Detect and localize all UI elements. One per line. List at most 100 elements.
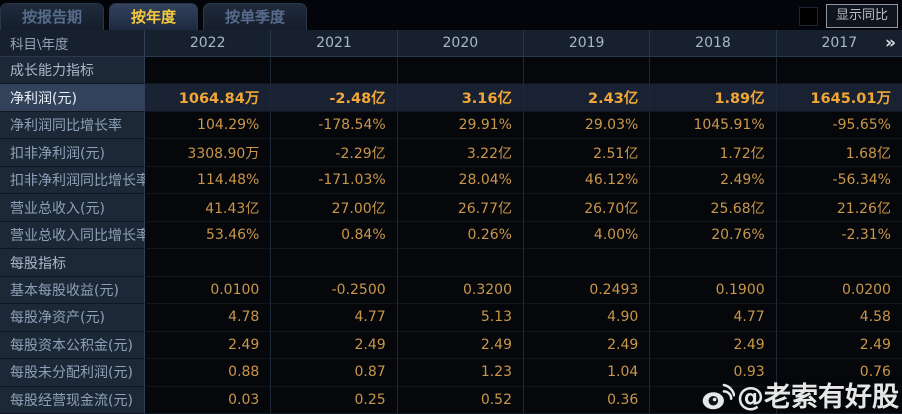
tab-by-single-quarter[interactable]: 按单季度: [203, 3, 308, 30]
cell-value: 0.0200: [776, 276, 902, 305]
table-row[interactable]: 净利润同比增长率 104.29% -178.54% 29.91% 29.03% 1045.…: [0, 111, 902, 140]
cell-value: 0.88: [145, 359, 272, 387]
cell-value: 29.03%: [523, 111, 651, 140]
section-header-row[interactable]: 每股指标: [0, 249, 902, 277]
table-row[interactable]: 基本每股收益(元) 0.0100 -0.2500 0.3200 0.2493 0.1900…: [0, 276, 902, 305]
cell-value: 2.49: [776, 331, 902, 360]
cell-value: [271, 57, 398, 85]
table-row[interactable]: 每股资本公积金(元) 2.49 2.49 2.49 2.49 2.49 2.49: [0, 331, 902, 360]
cell-value: [650, 57, 777, 85]
cell-value: 2.43亿: [523, 84, 651, 112]
table-row[interactable]: 净利润(元) 1064.84万 -2.48亿 3.16亿 2.43亿 1.89亿 1645.…: [0, 84, 902, 112]
cell-value: 0.93: [650, 359, 777, 387]
row-label: 每股经营现金流(元): [0, 386, 145, 414]
cell-value: [145, 57, 272, 85]
cell-value: -95.65%: [776, 111, 902, 140]
cell-value: [145, 249, 272, 277]
year-header-2020[interactable]: 2020: [398, 30, 524, 56]
year-header-2017[interactable]: 2017 »: [777, 30, 902, 56]
row-label: 成长能力指标: [0, 57, 145, 85]
cell-value: [776, 249, 902, 277]
cell-value: 1064.84万: [145, 84, 272, 112]
cell-value: 25.68亿: [650, 194, 777, 222]
table-body: 成长能力指标 净利润(元) 1064.84万 -2.48亿 3.16亿 2.43亿 1.89…: [0, 57, 902, 414]
period-tab-bar: 按报告期 按年度 按单季度 显示同比: [0, 0, 902, 30]
cell-value: 2.51亿: [523, 139, 651, 167]
table-row[interactable]: 扣非净利润(元) 3308.90万 -2.29亿 3.22亿 2.51亿 1.72亿 1.6…: [0, 139, 902, 167]
cell-value: [397, 57, 524, 85]
table-row[interactable]: 每股净资产(元) 4.78 4.77 5.13 4.90 4.77 4.58: [0, 304, 902, 332]
cell-value: -178.54%: [271, 111, 398, 140]
row-label: 每股未分配利润(元): [0, 359, 145, 387]
cell-value: 0.36: [523, 386, 651, 414]
cell-value: [776, 386, 902, 414]
table-row[interactable]: 营业总收入同比增长率 53.46% 0.84% 0.26% 4.00% 20.76% -2.…: [0, 221, 902, 250]
cell-value: 26.70亿: [523, 194, 651, 222]
cell-value: 5.13: [397, 304, 524, 332]
yoy-control: 显示同比: [798, 4, 898, 28]
yoy-label[interactable]: 显示同比: [825, 4, 898, 28]
row-label: 每股资本公积金(元): [0, 331, 145, 360]
cell-value: 2.49: [397, 331, 524, 360]
cell-value: 46.12%: [523, 166, 651, 195]
cell-value: 1.23: [397, 359, 524, 387]
year-header-2022[interactable]: 2022: [145, 30, 272, 56]
year-header-2021[interactable]: 2021: [271, 30, 398, 56]
table-header-row: 科目\年度 2022 2021 2020 2019 2018 2017 »: [0, 30, 902, 57]
cell-value: 0.26%: [397, 221, 524, 250]
cell-value: 2.49: [271, 331, 398, 360]
cell-value: 2.49: [523, 331, 651, 360]
section-header-row[interactable]: 成长能力指标: [0, 57, 902, 85]
cell-value: 29.91%: [397, 111, 524, 140]
cell-value: 0.52: [397, 386, 524, 414]
more-years-chevron-icon[interactable]: »: [884, 32, 896, 53]
cell-value: 1645.01万: [776, 84, 902, 112]
year-header-2019[interactable]: 2019: [524, 30, 651, 56]
row-label: 扣非净利润(元): [0, 139, 145, 167]
cell-value: 104.29%: [145, 111, 272, 140]
cell-value: [523, 57, 651, 85]
cell-value: [523, 249, 651, 277]
row-label: 基本每股收益(元): [0, 276, 145, 305]
cell-value: 41.43亿: [145, 194, 272, 222]
cell-value: 1.68亿: [776, 139, 902, 167]
cell-value: 0.84%: [271, 221, 398, 250]
row-label: 每股指标: [0, 249, 145, 277]
cell-value: 26.77亿: [397, 194, 524, 222]
cell-value: 27.00亿: [271, 194, 398, 222]
cell-value: 0.87: [271, 359, 398, 387]
cell-value: [397, 249, 524, 277]
table-row[interactable]: 扣非净利润同比增长率 114.48% -171.03% 28.04% 46.12% 2.4…: [0, 166, 902, 195]
cell-value: 53.46%: [145, 221, 272, 250]
cell-value: 2.49: [650, 331, 777, 360]
cell-value: -56.34%: [776, 166, 902, 195]
cell-value: -171.03%: [271, 166, 398, 195]
cell-value: 0.25: [271, 386, 398, 414]
cell-value: -2.48亿: [271, 84, 398, 112]
cell-value: 3.22亿: [397, 139, 524, 167]
cell-value: 0.76: [776, 359, 902, 387]
cell-value: -2.31%: [776, 221, 902, 250]
year-header-2018[interactable]: 2018: [650, 30, 777, 56]
cell-value: 2.49: [145, 331, 272, 360]
tab-by-year[interactable]: 按年度: [109, 3, 199, 30]
row-label: 净利润(元): [0, 84, 145, 112]
cell-value: 1045.91%: [650, 111, 777, 140]
table-row[interactable]: 每股经营现金流(元) 0.03 0.25 0.52 0.36: [0, 386, 902, 414]
row-label: 扣非净利润同比增长率: [0, 166, 150, 195]
cell-value: 20.76%: [650, 221, 777, 250]
cell-value: 3308.90万: [145, 139, 272, 167]
tab-by-report-period[interactable]: 按报告期: [0, 3, 105, 30]
cell-value: -0.2500: [271, 276, 398, 305]
table-row[interactable]: 每股未分配利润(元) 0.88 0.87 1.23 1.04 0.93 0.76: [0, 359, 902, 387]
row-label: 营业总收入同比增长率: [0, 221, 150, 250]
cell-value: 0.03: [145, 386, 272, 414]
cell-value: 4.77: [650, 304, 777, 332]
cell-value: [776, 57, 902, 85]
cell-value: [650, 386, 777, 414]
cell-value: 0.3200: [397, 276, 524, 305]
table-row[interactable]: 营业总收入(元) 41.43亿 27.00亿 26.77亿 26.70亿 25.68亿 21…: [0, 194, 902, 222]
cell-value: 4.90: [523, 304, 651, 332]
yoy-checkbox[interactable]: [798, 6, 818, 26]
row-label: 净利润同比增长率: [0, 111, 145, 140]
